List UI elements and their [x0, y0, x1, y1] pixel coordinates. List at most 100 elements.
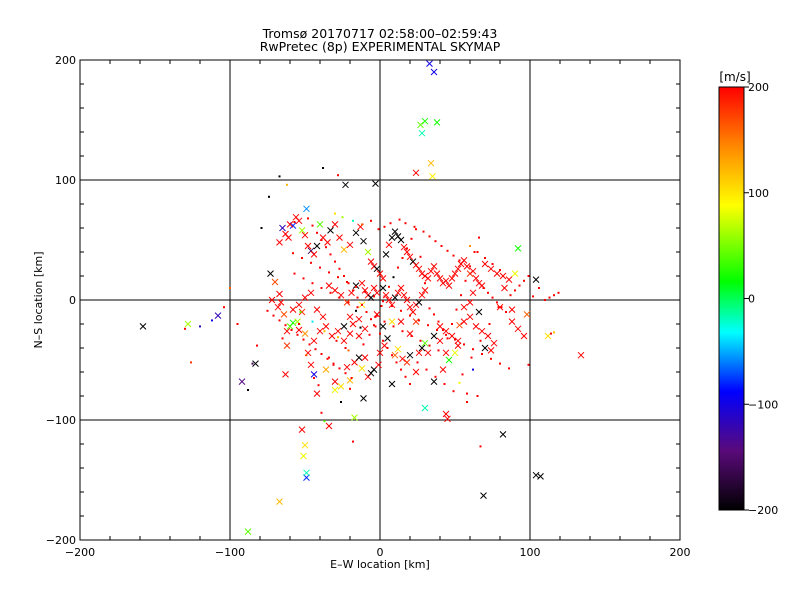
x-marker-stroke: [214, 312, 222, 319]
scatter-point-x: [475, 308, 483, 316]
scatter-point-x: [285, 234, 292, 241]
x-marker-stroke: [427, 267, 435, 275]
scatter-point-x: [406, 253, 414, 261]
x-marker-stroke: [360, 237, 367, 245]
scatter-point-dot: [337, 336, 339, 339]
x-marker-stroke: [454, 342, 462, 349]
scatter-point-dot: [328, 271, 330, 274]
x-marker-stroke: [298, 227, 306, 234]
scatter-point-dot: [320, 353, 323, 355]
scatter-point-dot: [481, 353, 483, 355]
scatter-point-x: [310, 337, 318, 345]
scatter-point-dot: [368, 333, 371, 336]
x-marker-stroke: [379, 275, 387, 282]
scatter-point-dot: [311, 320, 314, 323]
x-marker-stroke: [307, 247, 315, 255]
scatter-point-x: [379, 323, 387, 330]
scatter-point-x: [316, 327, 324, 335]
scatter-point-x: [391, 228, 399, 235]
scatter-point-dot: [544, 299, 546, 301]
x-marker-stroke: [340, 323, 348, 330]
x-marker-stroke: [481, 260, 489, 268]
scatter-point-dot: [338, 296, 341, 299]
scatter-point-x: [501, 284, 508, 292]
scatter-point-dot: [499, 269, 501, 271]
scatter-point-dot: [370, 318, 372, 321]
scatter-point-dot: [434, 240, 437, 243]
x-marker-stroke: [397, 284, 405, 292]
scatter-point-dot: [473, 251, 476, 253]
x-marker-stroke: [577, 351, 585, 359]
scatter-point-dot: [305, 354, 308, 357]
scatter-point-dot: [190, 361, 192, 364]
scatter-point-dot: [320, 239, 323, 241]
scatter-point-dot: [332, 363, 335, 366]
scatter-point-x: [436, 323, 444, 330]
scatter-point-x: [303, 469, 310, 477]
x-marker-stroke: [469, 289, 477, 297]
y-tick-label: 0: [69, 294, 76, 307]
x-marker-stroke: [444, 415, 451, 423]
scatter-point-x: [385, 296, 393, 304]
x-marker-stroke: [184, 320, 192, 328]
x-marker-stroke: [328, 332, 336, 340]
scatter-point-x: [307, 361, 315, 369]
scatter-point-dot: [392, 276, 395, 279]
scatter-point-dot: [499, 362, 501, 365]
x-marker-stroke: [454, 337, 462, 345]
x-marker-stroke: [445, 356, 453, 364]
scatter-point-dot: [409, 383, 411, 385]
scatter-points: [139, 60, 585, 535]
scatter-point-dot: [350, 377, 353, 379]
x-marker-stroke: [418, 344, 426, 352]
x-marker-stroke: [460, 303, 468, 311]
x-marker-stroke: [294, 318, 301, 325]
x-marker-stroke: [310, 371, 318, 378]
scatter-point-x: [283, 327, 291, 335]
x-marker-stroke: [301, 330, 309, 337]
scatter-point-dot: [332, 362, 335, 365]
x-marker-stroke: [400, 291, 408, 299]
scatter-point-x: [360, 237, 367, 245]
scatter-point-x: [409, 308, 417, 316]
x-marker-stroke: [436, 323, 444, 330]
scatter-point-dot: [302, 338, 305, 341]
scatter-point-x: [379, 275, 387, 282]
y-tick-label: 200: [55, 54, 76, 67]
scatter-point-dot: [401, 330, 404, 333]
gridlines: [80, 60, 680, 540]
scatter-point-x: [139, 323, 147, 330]
scatter-point-x: [352, 282, 360, 289]
scatter-point-dot: [496, 301, 498, 304]
x-marker-stroke: [472, 275, 480, 282]
scatter-point-x: [514, 245, 522, 252]
x-marker-stroke: [295, 217, 303, 225]
scatter-point-dot: [344, 347, 347, 349]
x-marker-stroke: [325, 282, 333, 289]
scatter-point-dot: [347, 282, 350, 285]
x-marker-stroke: [490, 339, 498, 347]
x-marker-stroke: [403, 248, 411, 256]
x-marker-stroke: [421, 287, 429, 294]
scatter-point-dot: [383, 225, 386, 228]
x-marker-stroke: [445, 282, 453, 289]
x-marker-stroke: [397, 318, 405, 325]
scatter-point-dot: [326, 357, 329, 360]
scatter-point-x: [295, 326, 303, 334]
x-tick-label: 200: [670, 546, 691, 559]
scatter-point-x: [361, 287, 369, 294]
scatter-point-x: [298, 426, 306, 433]
scatter-point-dot: [398, 218, 401, 221]
scatter-point-dot: [466, 401, 468, 403]
scatter-point-dot: [404, 375, 407, 378]
scatter-point-x: [406, 351, 414, 359]
colorbar-gradient: [718, 86, 745, 511]
scatter-point-x: [417, 121, 424, 129]
scatter-point-dot: [437, 349, 440, 352]
scatter-point-dot: [415, 228, 417, 231]
x-marker-stroke: [301, 294, 309, 301]
scatter-point-x: [301, 441, 309, 449]
x-marker-stroke: [400, 243, 408, 251]
x-marker-stroke: [508, 306, 516, 313]
scatter-point-dot: [470, 356, 473, 359]
